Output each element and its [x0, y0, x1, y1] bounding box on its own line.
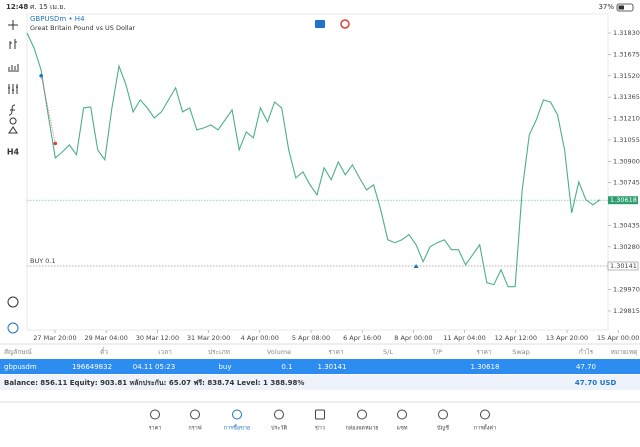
y-tick-label: 1.30280 — [613, 243, 640, 251]
chart-frame — [26, 13, 609, 331]
nav-icon[interactable] — [150, 409, 160, 420]
nav-label[interactable]: การซื้อขาย — [224, 424, 250, 432]
bid-price-label: 1.30618 — [610, 196, 637, 204]
y-tick-label: 1.31830 — [613, 29, 640, 37]
zoom-tool[interactable] — [7, 296, 19, 308]
column-header[interactable]: T/P — [431, 348, 442, 356]
nav-icon[interactable] — [480, 409, 490, 420]
x-tick-label: 27 Mar 20:00 — [33, 334, 76, 342]
position-cell: 1.30618 — [471, 363, 500, 371]
column-header[interactable]: ตั๋ว — [100, 347, 108, 356]
order-label: BUY 0.1 — [30, 257, 56, 265]
chart-type-tool[interactable] — [9, 39, 17, 49]
y-tick-label: 1.30900 — [613, 157, 640, 165]
nav-icon[interactable] — [274, 409, 284, 420]
nav-label[interactable]: ข่าว — [315, 426, 325, 432]
x-tick-label: 31 Mar 20:00 — [187, 334, 230, 342]
column-header[interactable]: สัญลักษณ์ — [4, 348, 32, 356]
nav-icon[interactable] — [315, 409, 325, 420]
battery-fill — [618, 5, 624, 10]
balance-line: Balance: 856.11 Equity: 903.81 หลักประกั… — [4, 379, 304, 387]
y-tick-label: 1.29815 — [613, 307, 640, 315]
x-tick-label: 4 Apr 00:00 — [241, 334, 279, 342]
date: ศ. 15 เม.ย. — [30, 3, 66, 11]
position-cell: gbpusdm — [4, 363, 37, 371]
trade-marker — [413, 264, 419, 268]
balance-row-bg — [0, 375, 640, 390]
trade-marker — [39, 73, 43, 78]
x-tick-label: 30 Mar 12:00 — [136, 334, 179, 342]
position-cell: buy — [218, 363, 231, 371]
x-tick-label: 6 Apr 16:00 — [343, 334, 381, 342]
x-tick-label: 8 Apr 00:00 — [394, 334, 432, 342]
y-tick-label: 1.31520 — [613, 72, 640, 80]
price-line — [26, 32, 601, 288]
trade-marker — [53, 141, 58, 146]
nav-label[interactable]: บัญชี — [437, 425, 449, 432]
x-tick-label: 11 Apr 04:00 — [443, 334, 485, 342]
column-header[interactable]: กำไร — [579, 348, 594, 356]
function-tool[interactable] — [8, 104, 16, 116]
x-tick-label: 13 Apr 20:00 — [546, 334, 588, 342]
nav-label[interactable]: ประวัติ — [271, 425, 287, 432]
y-tick-label: 1.31055 — [613, 136, 640, 144]
order-price-label: 1.30141 — [610, 262, 637, 270]
column-header[interactable]: เวลา — [158, 348, 172, 356]
y-tick-label: 1.29970 — [613, 286, 640, 294]
chart-description: Great Britain Pound vs US Dollar — [30, 24, 136, 32]
total-profit: 47.70 — [575, 379, 597, 387]
y-tick-label: 1.30745 — [613, 179, 640, 187]
y-tick-label: 1.31365 — [613, 93, 640, 101]
signal-button[interactable] — [340, 19, 350, 29]
timeframe-button[interactable]: H4 — [7, 148, 20, 157]
bid-price-box — [608, 196, 638, 205]
position-cell: 1.30141 — [318, 363, 347, 371]
trade-link — [40, 75, 56, 144]
column-header[interactable]: ราคา — [328, 348, 343, 356]
position-row-bg[interactable] — [0, 359, 640, 374]
position-cell: 196649832 — [72, 363, 112, 371]
crosshair-tool[interactable] — [8, 20, 18, 30]
toolbar — [7, 20, 19, 334]
battery-level: 37% — [598, 3, 614, 11]
x-tick-label: 15 Apr 00:00 — [597, 334, 639, 342]
trade-tool[interactable] — [7, 322, 19, 334]
y-tick-label: 1.31675 — [613, 50, 640, 58]
order-price-box — [607, 261, 639, 271]
nav-icon[interactable] — [438, 409, 448, 420]
position-cell: 47.70 — [576, 363, 596, 371]
one-click-trade-button[interactable] — [315, 20, 325, 28]
column-header[interactable]: ราคา — [476, 348, 491, 356]
y-tick-label: 1.31210 — [613, 115, 640, 123]
nav-label[interactable]: กราฟ — [188, 425, 201, 432]
battery-icon — [616, 3, 634, 12]
clock: 12:48 — [6, 3, 28, 11]
x-tick-label: 29 Mar 04:00 — [84, 334, 127, 342]
nav-label[interactable]: การตั้งค่า — [474, 424, 496, 432]
nav-icon[interactable] — [190, 409, 200, 420]
nav-label[interactable]: ราคา — [149, 426, 162, 432]
column-header[interactable]: Swap — [512, 348, 530, 356]
nav-icon[interactable] — [232, 409, 242, 420]
nav-icon[interactable] — [357, 409, 367, 420]
nav-icon[interactable] — [397, 409, 407, 420]
column-header[interactable]: หมายเหตุ — [611, 348, 638, 356]
column-header[interactable]: ประเภท — [208, 348, 230, 356]
column-header[interactable]: Volume — [267, 348, 291, 356]
position-cell: 04.11 05:23 — [133, 363, 175, 371]
volume-tool[interactable] — [8, 64, 19, 72]
objects-tool[interactable] — [8, 117, 18, 134]
y-tick-label: 1.30435 — [613, 221, 640, 229]
chart-symbol: GBPUSDm • H4 — [30, 15, 85, 23]
x-tick-label: 5 Apr 08:00 — [292, 334, 330, 342]
column-header[interactable]: S/L — [383, 348, 393, 356]
position-cell: 0.1 — [281, 363, 292, 371]
nav-label[interactable]: แชท — [397, 425, 408, 432]
x-tick-label: 12 Apr 12:00 — [495, 334, 537, 342]
indicator-tool[interactable] — [8, 84, 18, 94]
nav-label[interactable]: กล่องจดหมาย — [345, 426, 378, 432]
currency: USD — [600, 379, 617, 387]
